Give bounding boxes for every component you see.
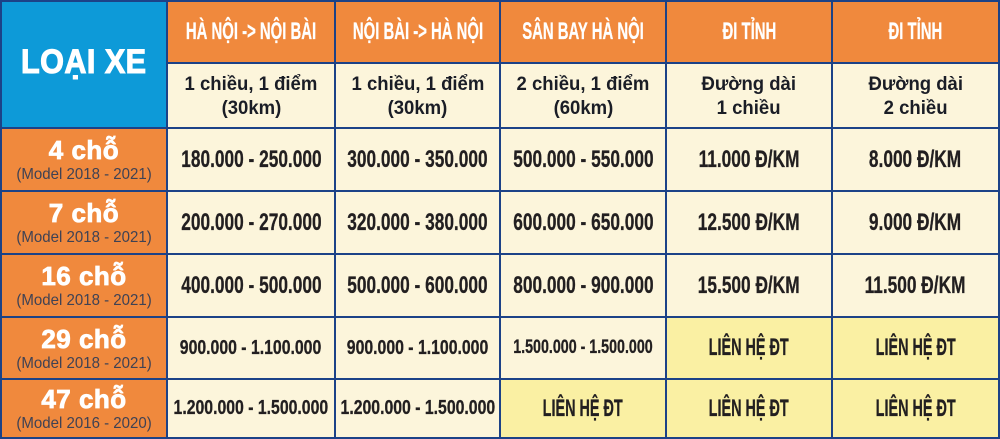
price-value: 1.200.000 - 1.500.000 bbox=[173, 397, 329, 419]
price-value: 1.500.000 - 1.500.000 bbox=[513, 337, 653, 358]
price-cell: 11.500 Đ/KM bbox=[833, 255, 998, 316]
price-value: 600.000 - 650.000 bbox=[512, 208, 654, 236]
price-cell: 200.000 - 270.000 bbox=[168, 192, 334, 253]
price-value: 8.000 Đ/KM bbox=[869, 145, 962, 173]
column-header-label: ĐI TỈNH bbox=[888, 18, 943, 45]
column-header-sanbay-hanoi: SÂN BAY HÀ NỘI bbox=[501, 2, 665, 62]
price-cell: 1.200.000 - 1.500.000 bbox=[168, 380, 334, 437]
column-header-label: ĐI TỈNH bbox=[722, 18, 776, 45]
column-subheader-ditinh-2: Đường dài 2 chiều bbox=[833, 64, 998, 127]
price-value: 1.200.000 - 1.500.000 bbox=[340, 397, 495, 419]
subheader-line2: (60km) bbox=[553, 96, 613, 119]
subheader-line2: 1 chiều bbox=[717, 96, 781, 119]
price-cell: 300.000 - 350.000 bbox=[336, 129, 499, 190]
price-cell: 9.000 Đ/KM bbox=[833, 192, 998, 253]
price-cell: 900.000 - 1.100.000 bbox=[168, 318, 334, 378]
price-cell: 500.000 - 550.000 bbox=[501, 129, 665, 190]
price-cell: 900.000 - 1.100.000 bbox=[336, 318, 499, 378]
price-value: 900.000 - 1.100.000 bbox=[346, 336, 489, 359]
contact-cell: LIÊN HỆ ĐT bbox=[833, 380, 998, 437]
column-header-ditinh-1: ĐI TỈNH bbox=[667, 2, 831, 62]
contact-label: LIÊN HỆ ĐT bbox=[542, 394, 624, 422]
row-label-7-cho: 7 chỗ (Model 2018 - 2021) bbox=[2, 192, 166, 253]
price-cell: 600.000 - 650.000 bbox=[501, 192, 665, 253]
price-cell: 320.000 - 380.000 bbox=[336, 192, 499, 253]
price-value: 900.000 - 1.100.000 bbox=[180, 336, 322, 359]
corner-cell: LOẠI XE bbox=[2, 2, 166, 127]
subheader-line2: (30km) bbox=[221, 96, 281, 119]
column-header-label: HÀ NỘI -> NỘI BÀI bbox=[185, 18, 317, 45]
subheader-line1: 1 chiều, 1 điểm bbox=[184, 72, 318, 95]
price-cell: 12.500 Đ/KM bbox=[667, 192, 831, 253]
price-cell: 800.000 - 900.000 bbox=[501, 255, 665, 316]
row-label-29-cho: 29 chỗ (Model 2018 - 2021) bbox=[2, 318, 166, 378]
subheader-line1: Đường dài bbox=[868, 72, 963, 95]
column-subheader-hanoi-noibai: 1 chiều, 1 điểm (30km) bbox=[168, 64, 334, 127]
contact-cell: LIÊN HỆ ĐT bbox=[667, 380, 831, 437]
price-value: 15.500 Đ/KM bbox=[698, 271, 800, 299]
corner-label: LOẠI XE bbox=[21, 42, 147, 81]
subheader-line1: Đường dài bbox=[701, 72, 797, 95]
seats-label: 47 chỗ bbox=[41, 384, 127, 415]
price-cell: 1.500.000 - 1.500.000 bbox=[501, 318, 665, 378]
row-label-16-cho: 16 chỗ (Model 2018 - 2021) bbox=[2, 255, 166, 316]
price-value: 11.000 Đ/KM bbox=[698, 145, 800, 173]
price-cell: 500.000 - 600.000 bbox=[336, 255, 499, 316]
contact-label: LIÊN HỆ ĐT bbox=[708, 334, 790, 361]
price-value: 200.000 - 270.000 bbox=[180, 208, 322, 236]
contact-cell: LIÊN HỆ ĐT bbox=[501, 380, 665, 437]
column-header-hanoi-noibai: HÀ NỘI -> NỘI BÀI bbox=[168, 2, 334, 62]
price-cell: 1.200.000 - 1.500.000 bbox=[336, 380, 499, 437]
contact-label: LIÊN HỆ ĐT bbox=[875, 394, 956, 422]
price-value: 500.000 - 600.000 bbox=[347, 271, 488, 299]
contact-label: LIÊN HỆ ĐT bbox=[708, 394, 790, 422]
column-subheader-ditinh-1: Đường dài 1 chiều bbox=[667, 64, 831, 127]
column-header-label: NỘI BÀI -> HÀ NỘI bbox=[352, 18, 483, 45]
subheader-line1: 2 chiều, 1 điểm bbox=[516, 72, 650, 95]
model-label: (Model 2016 - 2020) bbox=[16, 415, 152, 432]
price-value: 11.500 Đ/KM bbox=[865, 271, 966, 299]
price-value: 300.000 - 350.000 bbox=[347, 145, 488, 173]
row-label-4-cho: 4 chỗ (Model 2018 - 2021) bbox=[2, 129, 166, 190]
price-cell: 400.000 - 500.000 bbox=[168, 255, 334, 316]
price-cell: 15.500 Đ/KM bbox=[667, 255, 831, 316]
seats-label: 29 chỗ bbox=[41, 323, 127, 354]
row-label-47-cho: 47 chỗ (Model 2016 - 2020) bbox=[2, 380, 166, 437]
price-value: 400.000 - 500.000 bbox=[180, 271, 322, 299]
contact-label: LIÊN HỆ ĐT bbox=[875, 334, 956, 361]
seats-label: 4 chỗ bbox=[48, 135, 120, 166]
column-header-label: SÂN BAY HÀ NỘI bbox=[522, 18, 644, 45]
contact-cell: LIÊN HỆ ĐT bbox=[667, 318, 831, 378]
price-cell: 11.000 Đ/KM bbox=[667, 129, 831, 190]
column-subheader-noibai-hanoi: 1 chiều, 1 điểm (30km) bbox=[336, 64, 499, 127]
price-value: 500.000 - 550.000 bbox=[512, 145, 654, 173]
seats-label: 16 chỗ bbox=[41, 261, 127, 292]
price-value: 12.500 Đ/KM bbox=[698, 208, 800, 236]
model-label: (Model 2018 - 2021) bbox=[16, 166, 152, 183]
price-value: 800.000 - 900.000 bbox=[512, 271, 654, 299]
subheader-line2: 2 chiều bbox=[883, 96, 948, 119]
subheader-line1: 1 chiều, 1 điểm bbox=[351, 72, 484, 95]
price-value: 180.000 - 250.000 bbox=[180, 145, 322, 173]
model-label: (Model 2018 - 2021) bbox=[16, 229, 152, 246]
price-cell: 8.000 Đ/KM bbox=[833, 129, 998, 190]
subheader-line2: (30km) bbox=[387, 96, 448, 119]
column-header-noibai-hanoi: NỘI BÀI -> HÀ NỘI bbox=[336, 2, 499, 62]
contact-cell: LIÊN HỆ ĐT bbox=[833, 318, 998, 378]
price-value: 9.000 Đ/KM bbox=[869, 208, 962, 236]
price-value: 320.000 - 380.000 bbox=[347, 208, 488, 236]
column-header-ditinh-2: ĐI TỈNH bbox=[833, 2, 998, 62]
price-cell: 180.000 - 250.000 bbox=[168, 129, 334, 190]
column-subheader-sanbay-hanoi: 2 chiều, 1 điểm (60km) bbox=[501, 64, 665, 127]
seats-label: 7 chỗ bbox=[48, 198, 120, 229]
model-label: (Model 2018 - 2021) bbox=[16, 354, 152, 372]
model-label: (Model 2018 - 2021) bbox=[16, 292, 152, 309]
